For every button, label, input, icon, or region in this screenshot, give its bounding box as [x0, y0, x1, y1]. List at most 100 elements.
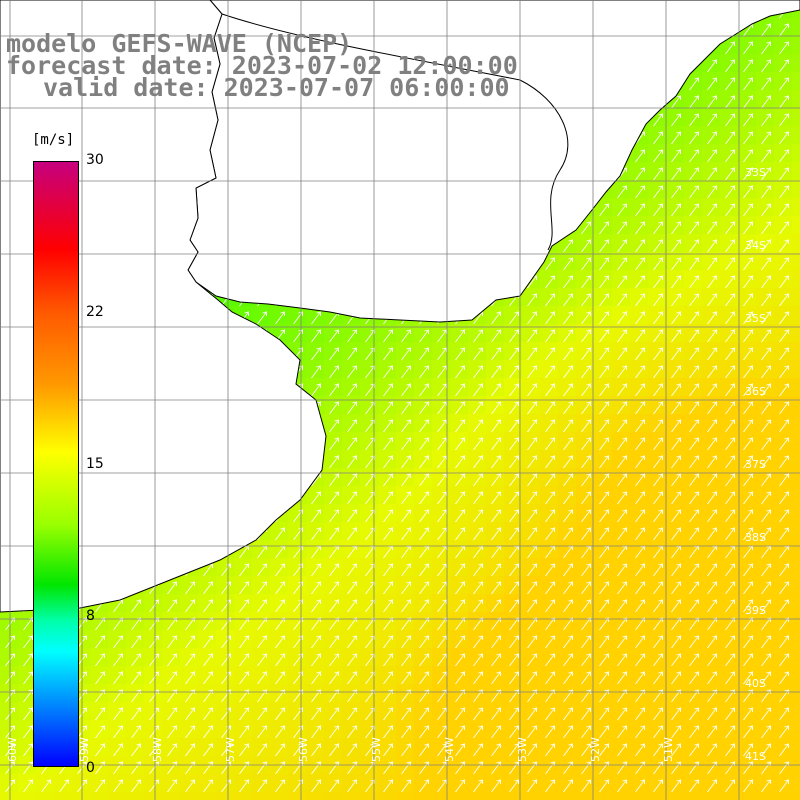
- wind-cell: [666, 144, 685, 163]
- wind-cell: [756, 792, 775, 800]
- wind-arrow: [653, 383, 663, 397]
- wind-arrow: [617, 563, 627, 577]
- wind-cell: [468, 594, 487, 613]
- wind-arrow: [617, 527, 627, 541]
- wind-arrow: [185, 743, 195, 757]
- wind-arrow: [509, 473, 519, 487]
- wind-cell: [414, 738, 433, 757]
- wind-cell: [738, 576, 757, 595]
- wind-cell: [324, 648, 343, 667]
- wind-cell: [648, 594, 667, 613]
- wind-cell: [90, 612, 109, 631]
- wind-cell: [126, 648, 145, 667]
- wind-cell: [522, 468, 541, 487]
- wind-arrow: [329, 653, 339, 667]
- wind-cell: [648, 774, 667, 793]
- wind-cell: [144, 720, 163, 739]
- wind-arrow: [545, 419, 555, 433]
- wind-cell: [432, 720, 451, 739]
- wind-cell: [324, 468, 343, 487]
- wind-cell: [198, 792, 217, 800]
- wind-arrow: [599, 365, 609, 379]
- wind-arrow: [635, 185, 645, 199]
- wind-arrow: [725, 95, 735, 109]
- wind-cell: [648, 648, 667, 667]
- wind-arrow: [257, 707, 267, 721]
- wind-cell: [684, 342, 703, 361]
- wind-cell: [504, 414, 523, 433]
- wind-arrow: [761, 563, 771, 577]
- wind-arrow: [617, 635, 627, 649]
- wind-cell: [216, 558, 235, 577]
- wind-cell: [648, 342, 667, 361]
- wind-cell: [504, 378, 523, 397]
- wind-cell: [378, 558, 397, 577]
- wind-arrow: [113, 635, 123, 649]
- wind-cell: [378, 432, 397, 451]
- wind-cell: [522, 576, 541, 595]
- wind-cell: [702, 378, 721, 397]
- wind-cell: [540, 270, 559, 289]
- wind-arrow: [95, 671, 105, 685]
- wind-cell: [738, 288, 757, 307]
- wind-arrow: [329, 725, 339, 739]
- wind-arrow: [743, 221, 753, 235]
- wind-arrow: [581, 455, 591, 469]
- wind-cell: [702, 648, 721, 667]
- wind-arrow: [581, 653, 591, 667]
- wind-arrow: [365, 707, 375, 721]
- wind-cell: [756, 288, 775, 307]
- wind-arrow: [383, 725, 393, 739]
- wind-cell: [666, 558, 685, 577]
- wind-arrow: [707, 59, 717, 73]
- wind-cell: [630, 180, 649, 199]
- wind-cell: [306, 594, 325, 613]
- wind-cell: [774, 450, 793, 469]
- wind-cell: [612, 684, 631, 703]
- wind-cell: [702, 90, 721, 109]
- wind-arrow: [185, 581, 195, 595]
- wind-arrow: [671, 221, 681, 235]
- wind-cell: [540, 378, 559, 397]
- wind-cell: [666, 486, 685, 505]
- wind-cell: [594, 720, 613, 739]
- wind-cell: [504, 648, 523, 667]
- wind-cell: [486, 360, 505, 379]
- wind-arrow: [365, 635, 375, 649]
- wind-cell: [18, 792, 37, 800]
- wind-cell: [522, 522, 541, 541]
- wind-cell: [594, 252, 613, 271]
- wind-arrow: [617, 473, 627, 487]
- wind-cell: [450, 432, 469, 451]
- wind-arrow: [491, 347, 501, 361]
- wind-cell: [666, 180, 685, 199]
- wind-cell: [738, 504, 757, 523]
- wind-cell: [468, 504, 487, 523]
- wind-arrow: [329, 437, 339, 451]
- wind-arrow: [725, 635, 735, 649]
- wind-cell: [684, 360, 703, 379]
- wind-arrow: [635, 347, 645, 361]
- wind-arrow: [563, 527, 573, 541]
- wind-cell: [702, 234, 721, 253]
- wind-cell: [450, 504, 469, 523]
- wind-arrow: [347, 347, 357, 361]
- wind-arrow: [689, 365, 699, 379]
- wind-arrow: [509, 437, 519, 451]
- wind-cell: [522, 288, 541, 307]
- wind-cell: [792, 306, 800, 325]
- wind-arrow: [545, 437, 555, 451]
- wind-arrow: [581, 707, 591, 721]
- wind-cell: [18, 738, 37, 757]
- wind-cell: [792, 504, 800, 523]
- wind-cell: [396, 432, 415, 451]
- wind-arrow: [689, 383, 699, 397]
- wind-arrow: [743, 275, 753, 289]
- wind-arrow: [401, 383, 411, 397]
- wind-cell: [774, 126, 793, 145]
- wind-arrow: [725, 419, 735, 433]
- wind-arrow: [473, 779, 483, 793]
- wind-arrow: [347, 581, 357, 595]
- wind-cell: [18, 774, 37, 793]
- wind-arrow: [761, 455, 771, 469]
